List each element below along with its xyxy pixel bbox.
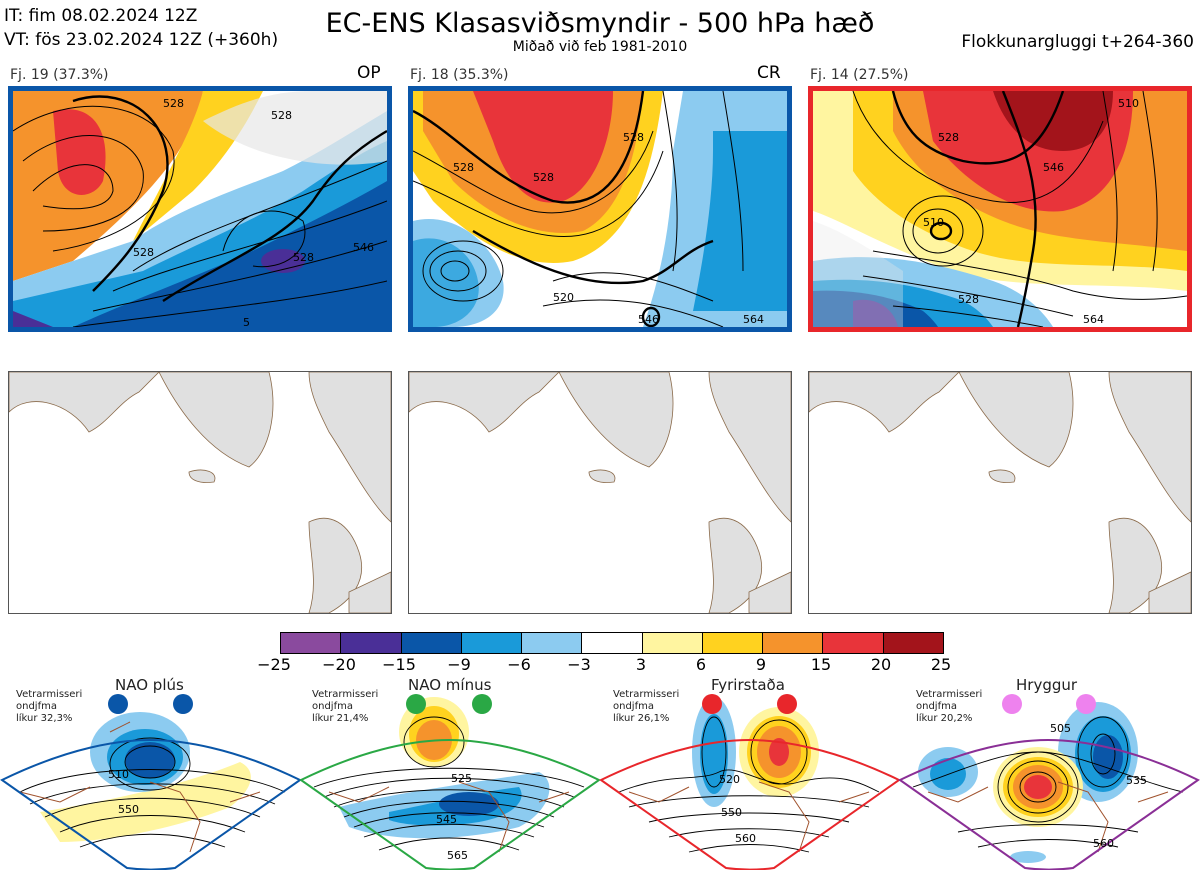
contour-label: 550 [118,803,139,816]
regime-2-map: 525 545 565 [299,694,601,870]
contour-label: 528 [133,246,154,259]
contour-label: 5 [243,316,250,327]
contour-label: 520 [719,773,740,786]
regime-dot [472,694,492,714]
colorbar-tick: −3 [567,655,591,674]
contour-label: 560 [1093,837,1114,850]
empty-map-1 [8,371,392,614]
regime-dot [777,694,797,714]
colorbar-swatch [582,633,643,653]
contour-label: 505 [1050,722,1071,735]
regime-4-note: Vetrarmisseri ondjfma líkur 20,2% [916,689,983,724]
regime-3-map: 520 550 560 [599,694,901,870]
regime-3-note: Vetrarmisseri ondjfma líkur 26,1% [613,689,680,724]
colorbar [280,632,944,654]
initial-time: IT: fim 08.02.2024 12Z [4,6,198,26]
contour-label: 565 [447,849,468,862]
cluster-2-tag: CR [757,63,781,83]
colorbar-tick: 3 [635,655,647,674]
page-title: EC-ENS Klasasviðsmyndir - 500 hPa hæð [325,8,875,39]
empty-map-3 [808,371,1192,614]
colorbar-tick: 20 [870,655,892,674]
contour-label: 525 [451,772,472,785]
contour-label: 520 [553,291,574,304]
colorbar-swatch [642,633,703,653]
regime-dot [108,694,128,714]
contour-label: 546 [353,241,374,254]
cluster-1-label: Fj. 19 (37.3%) [10,67,109,83]
regime-2-title: NAO mínus [408,676,492,694]
colorbar-swatch [823,633,884,653]
regime-dot [702,694,722,714]
regime-3-title: Fyrirstaða [711,676,785,694]
contour-label: 528 [938,131,959,144]
empty-map-2 [408,371,792,614]
contour-label: 528 [293,251,314,264]
contour-label: 546 [638,313,659,326]
regime-1-title: NAO plús [115,676,184,694]
contour-label: 528 [533,171,554,184]
cluster-2-map: 528 528 528 520 546 564 [408,86,792,332]
contour-label: 564 [743,313,764,326]
colorbar-tick: −6 [507,655,531,674]
colorbar-swatch [341,633,402,653]
regime-2-note: Vetrarmisseri ondjfma líkur 21,4% [312,689,379,724]
contour-label: 528 [623,131,644,144]
colorbar-tick: 9 [755,655,767,674]
colorbar-swatch [702,633,764,653]
contour-label: 510 [108,768,129,781]
regime-4-map: 505 535 560 [898,694,1200,870]
colorbar-swatch [281,633,342,653]
contour-label: 528 [271,109,292,122]
valid-time: VT: fös 23.02.2024 12Z (+360h) [4,30,279,50]
regime-4-title: Hryggur [1016,676,1078,694]
contour-label: 560 [735,832,756,845]
regime-dot [406,694,426,714]
regime-1-map: 510 550 [0,694,302,870]
colorbar-tick: 6 [695,655,707,674]
contour-label: 550 [721,806,742,819]
contour-label: 510 [923,216,944,229]
cluster-3-map: 510 528 546 510 528 564 [808,86,1192,332]
contour-label: 510 [1118,97,1139,110]
classification-window: Flokkunargluggi t+264-360 [961,32,1194,52]
colorbar-tick: −9 [447,655,471,674]
regime-dot [1076,694,1096,714]
contour-label: 545 [436,813,457,826]
contour-label: 528 [958,293,979,306]
colorbar-swatch [763,633,824,653]
contour-label: 535 [1126,774,1147,787]
colorbar-tick: 15 [810,655,832,674]
contour-label: 528 [163,97,184,110]
cluster-1-map: 528 528 528 528 546 5 [8,86,392,332]
colorbar-tick: −15 [382,655,416,674]
cluster-1-tag: OP [357,63,381,83]
colorbar-tick: 25 [930,655,952,674]
cluster-2-label: Fj. 18 (35.3%) [410,67,509,83]
page-subtitle: Miðað við feb 1981-2010 [512,39,688,55]
regime-1-note: Vetrarmisseri ondjfma líkur 32,3% [16,689,83,724]
regime-dot [173,694,193,714]
colorbar-swatch [522,633,583,653]
colorbar-tick: −20 [322,655,356,674]
contour-label: 546 [1043,161,1064,174]
cluster-3-label: Fj. 14 (27.5%) [810,67,909,83]
contour-label: 528 [453,161,474,174]
contour-label: 564 [1083,313,1104,326]
colorbar-swatch [401,633,462,653]
regime-dot [1002,694,1022,714]
colorbar-swatch [461,633,523,653]
colorbar-tick: −25 [257,655,291,674]
colorbar-swatch [883,633,943,653]
